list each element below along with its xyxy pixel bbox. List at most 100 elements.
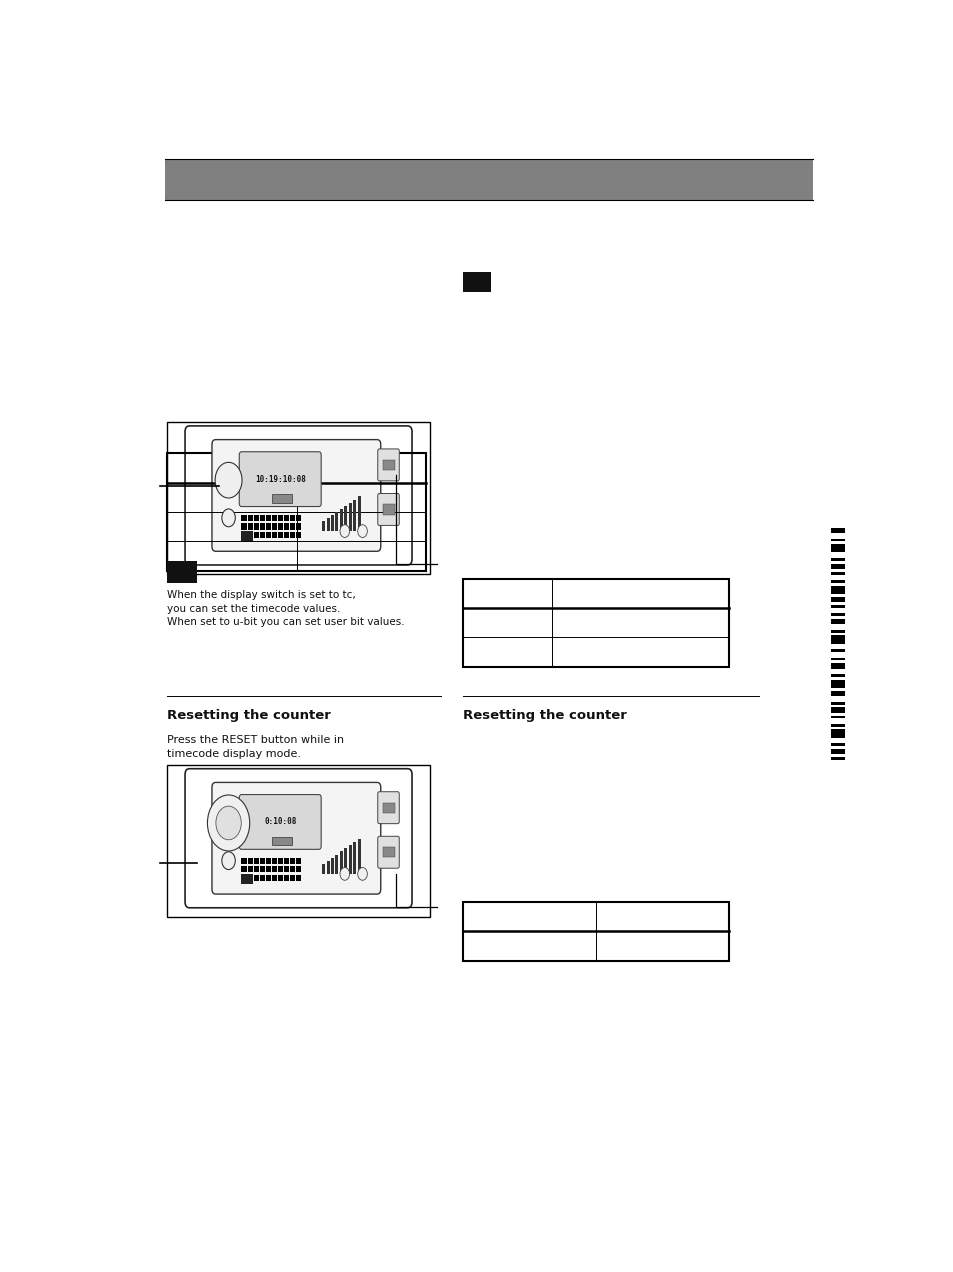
Bar [290, 524, 294, 529]
Bar [247, 532, 253, 538]
Bar [331, 515, 334, 532]
FancyBboxPatch shape [239, 795, 321, 850]
Bar [830, 636, 844, 644]
Bar [277, 532, 282, 538]
Bar [265, 866, 271, 873]
Bar [259, 524, 264, 529]
Bar [247, 524, 253, 529]
Bar [247, 857, 253, 864]
Text: Resetting the counter: Resetting the counter [462, 709, 626, 722]
Bar [830, 716, 844, 719]
Bar [253, 515, 258, 522]
Bar [253, 875, 258, 881]
Text: Resetting the counter: Resetting the counter [167, 709, 331, 722]
Bar [830, 724, 844, 726]
Bar [344, 848, 347, 874]
Bar [462, 902, 728, 960]
Bar [277, 875, 282, 881]
Bar [290, 515, 294, 522]
Bar [830, 658, 844, 660]
Bar [295, 515, 300, 522]
Bar [241, 866, 246, 873]
Text: 10:19:10:08: 10:19:10:08 [254, 474, 305, 483]
Bar [830, 538, 844, 542]
Bar [283, 857, 289, 864]
Bar [272, 515, 276, 522]
FancyBboxPatch shape [212, 782, 380, 894]
Bar [830, 679, 844, 688]
Bar [830, 572, 844, 575]
Bar [322, 522, 325, 532]
Bar [277, 515, 282, 522]
Bar [830, 563, 844, 569]
Bar [167, 453, 426, 571]
Bar [335, 511, 338, 532]
Bar [241, 532, 246, 538]
Bar [462, 272, 491, 291]
Bar [247, 515, 253, 522]
Bar [339, 509, 342, 532]
Bar [241, 532, 253, 542]
Circle shape [339, 525, 349, 538]
Bar [241, 875, 246, 881]
Circle shape [339, 868, 349, 880]
Bar [253, 866, 258, 873]
Bar [165, 159, 812, 200]
Bar [272, 837, 292, 846]
Bar [277, 857, 282, 864]
Bar [830, 580, 844, 583]
Bar [272, 524, 276, 529]
Bar [382, 459, 395, 469]
Bar [830, 619, 844, 625]
Bar [259, 875, 264, 881]
Bar [265, 532, 271, 538]
Bar [259, 866, 264, 873]
Bar [167, 422, 429, 574]
Bar [241, 857, 246, 864]
Bar [265, 524, 271, 529]
Bar [295, 857, 300, 864]
Bar [830, 605, 844, 608]
Text: When the display switch is set to tc,
you can set the timecode values.
When set : When the display switch is set to tc, yo… [167, 590, 404, 627]
Bar [326, 861, 329, 874]
Bar [830, 558, 844, 561]
Bar [353, 500, 355, 532]
Bar [253, 857, 258, 864]
Bar [247, 866, 253, 873]
FancyBboxPatch shape [377, 791, 399, 824]
Bar [331, 857, 334, 874]
Bar [283, 515, 289, 522]
Bar [265, 515, 271, 522]
Bar [272, 857, 276, 864]
Bar [830, 757, 844, 759]
Bar [382, 803, 395, 813]
Bar [290, 532, 294, 538]
Bar [265, 875, 271, 881]
Bar [335, 855, 338, 874]
Bar [830, 691, 844, 696]
Circle shape [357, 868, 367, 880]
Bar [290, 875, 294, 881]
Bar [167, 764, 429, 917]
Bar [272, 875, 276, 881]
Bar [830, 729, 844, 738]
Circle shape [357, 525, 367, 538]
Bar [253, 524, 258, 529]
Bar [353, 842, 355, 874]
Text: 0:10:08: 0:10:08 [264, 818, 296, 827]
Bar [241, 515, 246, 522]
Bar [830, 597, 844, 602]
Bar [167, 561, 196, 583]
Bar [253, 532, 258, 538]
Circle shape [207, 795, 250, 851]
Bar [272, 532, 276, 538]
FancyBboxPatch shape [185, 768, 412, 908]
Bar [830, 702, 844, 705]
Bar [339, 851, 342, 874]
Bar [830, 743, 844, 747]
Bar [462, 579, 728, 667]
Bar [830, 649, 844, 653]
Bar [277, 866, 282, 873]
Bar [357, 496, 360, 532]
Bar [830, 674, 844, 677]
